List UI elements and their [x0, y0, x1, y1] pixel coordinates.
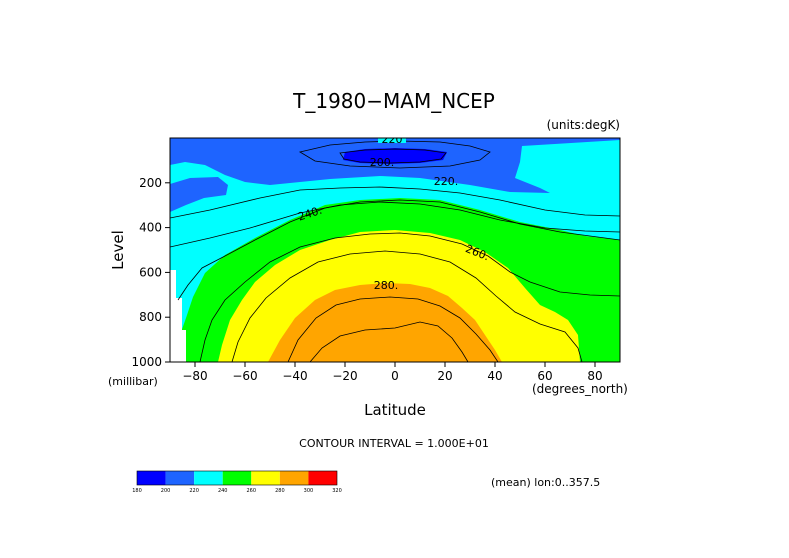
colorbar-swatch [251, 471, 280, 485]
missing-data-region [170, 270, 186, 362]
chart-title: T_1980−MAM_NCEP [292, 89, 495, 113]
x-axis-ticks: −80 −60 −40 −20 0 20 40 60 80 [182, 362, 603, 383]
x-unit-label: (degrees_north) [532, 382, 628, 396]
y-tick-label: 600 [139, 265, 162, 279]
band-280-300 [268, 283, 502, 362]
colorbar-level-label: 300 [304, 488, 314, 494]
plot-area: 220 200. 220. 240. 260. 280. [170, 133, 620, 362]
x-tick-label: −60 [232, 369, 257, 383]
colorbar-swatch [308, 471, 337, 485]
contour-label-280: 280. [374, 279, 399, 292]
band-200-220-patch [170, 177, 228, 212]
contour-label-220-top: 220 [382, 133, 403, 146]
x-tick-label: 20 [437, 369, 452, 383]
x-tick-label: 60 [537, 369, 552, 383]
band-200-220 [170, 138, 620, 193]
colorbar-level-label: 220 [189, 488, 199, 494]
y-tick-label: 800 [139, 310, 162, 324]
colorbar-swatch [279, 471, 309, 485]
colorbar: 180 200 220 240 260 280 300 320 [132, 470, 342, 494]
x-tick-label: −80 [182, 369, 207, 383]
y-tick-label: 400 [139, 221, 162, 235]
y-unit-label: (millibar) [108, 375, 158, 388]
colorbar-level-label: 260 [247, 488, 257, 494]
colorbar-swatch [222, 471, 252, 485]
y-tick-label: 200 [139, 176, 162, 190]
mean-text: (mean) lon:0..357.5 [491, 476, 600, 489]
colorbar-level-label: 240 [218, 488, 228, 494]
contour-label-220: 220. [434, 175, 459, 188]
colorbar-level-label: 180 [132, 488, 142, 494]
x-tick-label: 80 [587, 369, 602, 383]
units-label: (units:degK) [547, 118, 620, 132]
contour-lines [170, 140, 620, 362]
colorbar-level-label: 200 [161, 488, 171, 494]
x-tick-label: −20 [332, 369, 357, 383]
y-axis-ticks: 200 400 600 800 1000 [131, 176, 170, 369]
band-180-200 [343, 148, 447, 164]
x-tick-label: 40 [487, 369, 502, 383]
y-axis-label: Level [109, 230, 127, 270]
y-tick-label: 1000 [131, 355, 162, 369]
colorbar-swatch [165, 471, 195, 485]
contour-label-200: 200. [370, 156, 395, 169]
contour-interval-text: CONTOUR INTERVAL = 1.000E+01 [299, 437, 489, 450]
colorbar-level-label: 280 [275, 488, 285, 494]
colorbar-swatch [194, 471, 223, 485]
colorbar-frame [136, 470, 338, 486]
colorbar-swatch [137, 471, 166, 485]
colorbar-level-label: 320 [332, 488, 342, 494]
x-axis-label: Latitude [364, 401, 426, 419]
x-tick-label: −40 [282, 369, 307, 383]
x-tick-label: 0 [391, 369, 399, 383]
